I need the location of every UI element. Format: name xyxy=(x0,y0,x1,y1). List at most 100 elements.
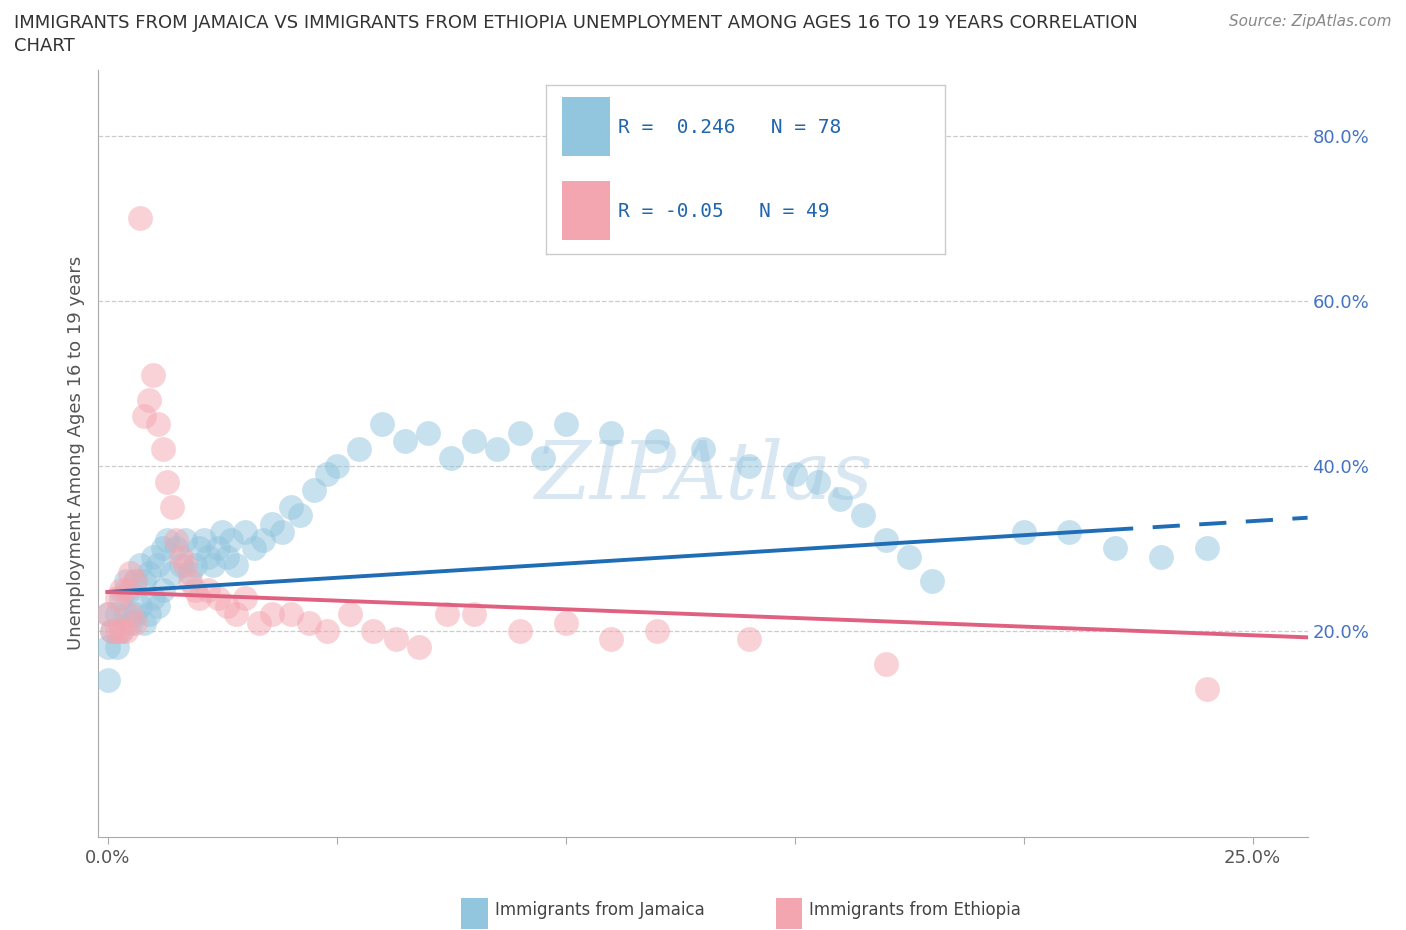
Point xyxy=(115,606,138,621)
Point xyxy=(1195,541,1218,556)
Point xyxy=(215,549,238,564)
Point xyxy=(440,450,463,465)
Point xyxy=(316,623,339,638)
Point xyxy=(110,623,132,638)
Point xyxy=(101,623,124,638)
Point xyxy=(1012,525,1035,539)
Point xyxy=(97,672,120,687)
Point xyxy=(124,574,146,589)
Point xyxy=(193,533,215,548)
Point xyxy=(875,657,897,671)
Point xyxy=(485,442,508,457)
Point xyxy=(302,483,325,498)
Point xyxy=(270,525,292,539)
Point xyxy=(1150,549,1173,564)
Point xyxy=(146,417,169,432)
Point xyxy=(225,557,247,572)
Point xyxy=(138,565,160,580)
Point xyxy=(349,442,371,457)
Point xyxy=(97,606,120,621)
Point xyxy=(120,582,142,597)
Point xyxy=(134,615,156,630)
Point xyxy=(152,541,174,556)
Point xyxy=(830,491,852,506)
Point xyxy=(875,533,897,548)
Point xyxy=(170,549,193,564)
Point xyxy=(371,417,394,432)
Point xyxy=(197,582,219,597)
Point xyxy=(463,433,485,448)
Text: ZIPAtlas: ZIPAtlas xyxy=(534,438,872,515)
Point xyxy=(138,392,160,407)
Point xyxy=(165,533,187,548)
Point xyxy=(120,565,142,580)
Point xyxy=(436,606,458,621)
Point xyxy=(115,574,138,589)
Point xyxy=(101,623,124,638)
Point xyxy=(128,557,150,572)
Point xyxy=(280,606,302,621)
Point xyxy=(1104,541,1126,556)
Point xyxy=(806,475,828,490)
Point xyxy=(174,557,197,572)
Point xyxy=(1059,525,1081,539)
Point xyxy=(110,591,132,605)
Point xyxy=(115,582,138,597)
Point xyxy=(211,525,233,539)
Point xyxy=(225,606,247,621)
Point xyxy=(385,631,408,646)
Point xyxy=(418,425,440,440)
Text: Immigrants from Ethiopia: Immigrants from Ethiopia xyxy=(810,901,1021,919)
Point xyxy=(280,499,302,514)
Point xyxy=(898,549,921,564)
Point xyxy=(408,640,430,655)
Point xyxy=(600,631,623,646)
Point xyxy=(298,615,321,630)
Point xyxy=(124,615,146,630)
Point xyxy=(325,458,347,473)
Point xyxy=(179,565,201,580)
Point xyxy=(134,409,156,424)
Point xyxy=(142,549,165,564)
Point xyxy=(645,433,668,448)
Point xyxy=(188,591,211,605)
Point xyxy=(156,475,179,490)
Point xyxy=(692,442,714,457)
Point xyxy=(134,574,156,589)
Point xyxy=(105,640,128,655)
Point xyxy=(1195,681,1218,696)
Point xyxy=(183,557,205,572)
Point xyxy=(600,425,623,440)
Point xyxy=(160,499,183,514)
Point xyxy=(105,606,128,621)
Point xyxy=(463,606,485,621)
Point xyxy=(554,417,576,432)
Point xyxy=(156,533,179,548)
Point xyxy=(152,442,174,457)
Point xyxy=(247,615,270,630)
Point xyxy=(120,615,142,630)
Point xyxy=(124,606,146,621)
Point xyxy=(554,615,576,630)
Point xyxy=(120,606,142,621)
Point xyxy=(105,623,128,638)
Text: CHART: CHART xyxy=(14,37,75,55)
Point xyxy=(128,211,150,226)
Point xyxy=(233,525,256,539)
Point xyxy=(394,433,416,448)
Point xyxy=(921,574,943,589)
Point xyxy=(262,516,284,531)
Point xyxy=(105,591,128,605)
Point xyxy=(531,450,554,465)
Point xyxy=(252,533,274,548)
Point xyxy=(215,599,238,614)
Point xyxy=(243,541,266,556)
Point xyxy=(152,582,174,597)
Point xyxy=(852,508,875,523)
Point xyxy=(170,557,193,572)
Point xyxy=(509,623,531,638)
Point xyxy=(645,623,668,638)
Y-axis label: Unemployment Among Ages 16 to 19 years: Unemployment Among Ages 16 to 19 years xyxy=(66,257,84,650)
Point xyxy=(316,467,339,482)
Point xyxy=(207,591,229,605)
